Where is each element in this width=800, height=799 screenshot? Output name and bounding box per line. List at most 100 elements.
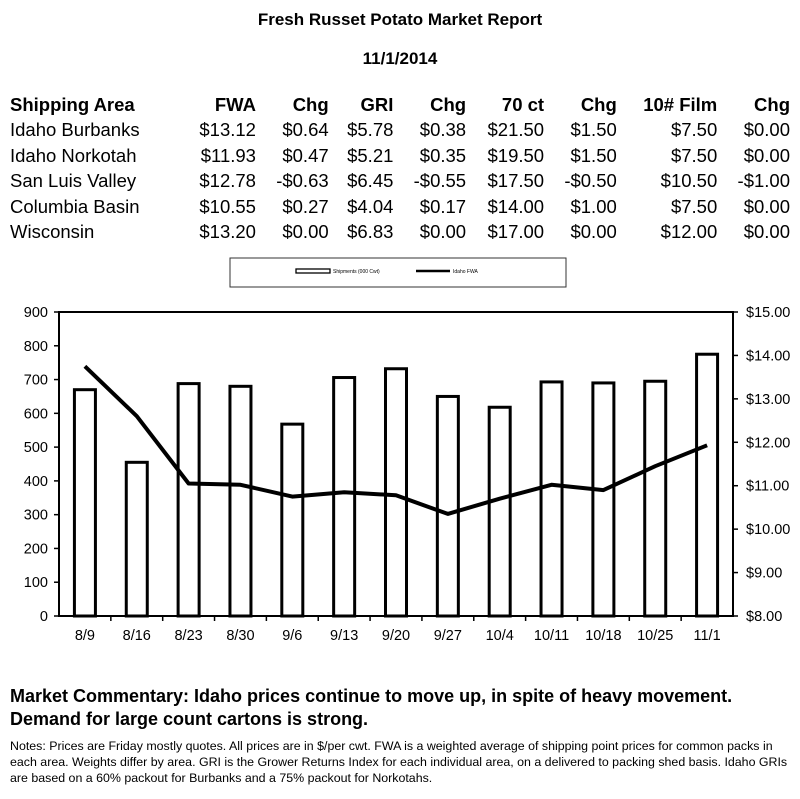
market-commentary: Market Commentary: Idaho prices continue…	[10, 686, 733, 729]
left-axis-tick-label: 700	[24, 373, 48, 389]
report-title: Fresh Russet Potato Market Report	[257, 10, 543, 29]
table-cell: $0.00	[282, 221, 329, 243]
table-cell: -$0.50	[564, 170, 617, 192]
price-table-header-row: Shipping Area FWA Chg GRI Chg 70 ct Chg …	[8, 92, 792, 118]
col-header-gri-chg: Chg	[430, 93, 467, 115]
table-cell: $6.45	[347, 170, 394, 192]
bar-shipments	[280, 422, 305, 618]
bar-shipments	[176, 382, 201, 618]
left-axis-tick-label: 200	[24, 541, 48, 557]
table-row: Idaho Norkotah $11.93 $0.47 $5.21 $0.35 …	[8, 143, 792, 169]
left-axis-tick-label: 600	[24, 406, 48, 422]
table-cell: Idaho Burbanks	[10, 119, 140, 141]
left-axis-tick-label: 500	[24, 440, 48, 456]
report-date: 11/1/2014	[362, 49, 438, 68]
table-row: Wisconsin $13.20 $0.00 $6.83 $0.00 $17.0…	[8, 220, 792, 246]
bar-shipments	[487, 405, 512, 618]
legend-label-shipments: Shipments (000 Cwt)	[333, 269, 380, 275]
table-cell: $10.55	[199, 195, 256, 217]
right-axis-tick-label: $15.00	[746, 305, 790, 321]
table-cell: $5.21	[347, 144, 394, 166]
right-axis-tick-label: $11.00	[746, 479, 789, 495]
table-cell: $6.83	[347, 221, 394, 243]
table-cell: $0.47	[282, 144, 329, 166]
col-header-fwa-chg: Chg	[292, 93, 329, 115]
bar-shipments	[539, 380, 564, 618]
right-axis-tick-label: $9.00	[746, 566, 782, 582]
bar-shipments	[695, 352, 720, 618]
table-cell: Wisconsin	[10, 221, 95, 243]
price-table: Shipping Area FWA Chg GRI Chg 70 ct Chg …	[8, 92, 792, 245]
bar-shipments	[332, 376, 357, 618]
table-cell: $12.78	[199, 170, 256, 192]
table-cell: $10.50	[660, 170, 718, 192]
legend-swatch-shipments	[295, 268, 331, 274]
table-cell: $17.00	[487, 221, 545, 243]
table-cell: $17.50	[487, 170, 545, 192]
table-cell: $0.00	[743, 119, 790, 141]
right-axis-tick-label: $13.00	[746, 392, 790, 408]
table-cell: $0.35	[419, 144, 467, 166]
right-axis-tick-label: $8.00	[746, 609, 782, 625]
right-axis-tick-label: $12.00	[746, 435, 790, 451]
x-axis-tick-label: 10/11	[534, 628, 569, 644]
right-axis-tick-label: $14.00	[746, 348, 790, 364]
col-header-10lb-film: 10# Film	[643, 93, 718, 115]
right-axis-tick-label: $10.00	[746, 522, 790, 538]
table-cell: -$0.55	[413, 170, 467, 192]
table-row: San Luis Valley $12.78 -$0.63 $6.45 -$0.…	[8, 169, 792, 195]
table-cell: $13.20	[199, 221, 256, 243]
col-header-70ct-chg: Chg	[580, 93, 617, 115]
table-cell: $7.50	[670, 119, 718, 141]
col-header-70ct: 70 ct	[501, 93, 545, 115]
x-axis-tick-label: 10/4	[486, 628, 514, 644]
table-cell: $7.50	[670, 195, 718, 217]
col-header-shipping-area: Shipping Area	[10, 93, 135, 115]
table-cell: Columbia Basin	[10, 195, 140, 217]
table-cell: $0.00	[743, 144, 790, 166]
table-cell: $5.78	[347, 119, 394, 141]
chart-legend: Shipments (000 Cwt) Idaho FWA	[229, 257, 567, 288]
table-cell: $12.00	[660, 221, 718, 243]
table-cell: $14.00	[487, 195, 545, 217]
x-axis-tick-label: 9/6	[282, 628, 302, 644]
left-axis-tick-label: 100	[24, 575, 48, 591]
x-axis-tick-label: 9/13	[330, 628, 358, 644]
table-cell: $11.93	[200, 144, 256, 166]
x-axis-tick-label: 10/18	[585, 628, 621, 644]
left-axis-tick-label: 0	[40, 609, 48, 625]
line-idaho-fwa	[83, 364, 708, 516]
report-notes: Notes: Prices are Friday mostly quotes. …	[10, 739, 788, 785]
bar-shipments	[435, 394, 460, 618]
table-cell: $0.00	[743, 221, 790, 243]
legend-label-idaho-fwa: Idaho FWA	[453, 269, 478, 275]
bar-shipments	[124, 460, 149, 618]
table-cell: Idaho Norkotah	[10, 144, 137, 166]
table-cell: -$1.00	[737, 170, 790, 192]
table-cell: $1.50	[570, 119, 617, 141]
left-axis-tick-label: 800	[24, 339, 48, 355]
table-cell: $19.50	[487, 144, 545, 166]
table-cell: $0.64	[282, 119, 329, 141]
col-header-fwa: FWA	[214, 93, 256, 115]
col-header-gri: GRI	[360, 93, 394, 115]
bar-shipments	[72, 388, 97, 618]
shipments-price-chart: Shipments (000 Cwt) Idaho FWA 0 100 200 300 4…	[24, 257, 790, 644]
bar-shipments	[228, 384, 253, 618]
table-cell: $21.50	[487, 119, 545, 141]
table-cell: $0.00	[570, 221, 617, 243]
table-cell: $7.50	[670, 144, 718, 166]
table-cell: -$0.63	[276, 170, 329, 192]
bar-shipments	[384, 367, 408, 618]
x-axis-tick-label: 8/16	[123, 628, 151, 644]
x-axis-tick-label: 8/23	[174, 628, 202, 644]
bar-shipments	[591, 381, 616, 618]
table-cell: $0.17	[419, 195, 467, 217]
x-axis-tick-label: 9/20	[382, 628, 410, 644]
table-row: Idaho Burbanks $13.12 $0.64 $5.78 $0.38 …	[8, 118, 792, 144]
table-cell: $4.04	[347, 195, 394, 217]
col-header-10lb-film-chg: Chg	[754, 93, 790, 115]
table-cell: San Luis Valley	[10, 170, 137, 192]
x-axis-tick-label: 8/30	[226, 628, 254, 644]
left-axis-tick-label: 300	[24, 508, 48, 524]
